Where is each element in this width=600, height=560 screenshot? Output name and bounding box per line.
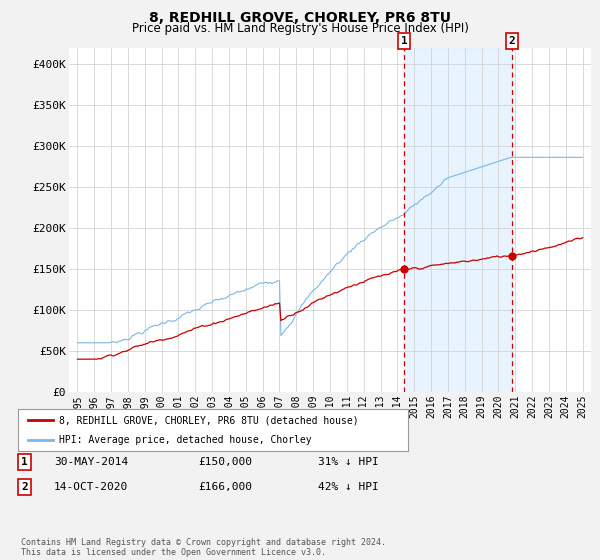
- Text: 8, REDHILL GROVE, CHORLEY, PR6 8TU (detached house): 8, REDHILL GROVE, CHORLEY, PR6 8TU (deta…: [59, 415, 359, 425]
- Text: 1: 1: [21, 457, 28, 467]
- Text: Contains HM Land Registry data © Crown copyright and database right 2024.
This d: Contains HM Land Registry data © Crown c…: [21, 538, 386, 557]
- Text: Price paid vs. HM Land Registry's House Price Index (HPI): Price paid vs. HM Land Registry's House …: [131, 22, 469, 35]
- Text: 42% ↓ HPI: 42% ↓ HPI: [318, 482, 379, 492]
- Text: 1: 1: [401, 36, 407, 46]
- Text: 2: 2: [508, 36, 515, 46]
- Text: 14-OCT-2020: 14-OCT-2020: [54, 482, 128, 492]
- Text: 2: 2: [21, 482, 28, 492]
- Text: £166,000: £166,000: [198, 482, 252, 492]
- Text: HPI: Average price, detached house, Chorley: HPI: Average price, detached house, Chor…: [59, 435, 311, 445]
- Bar: [404, 48, 512, 392]
- Text: 30-MAY-2014: 30-MAY-2014: [54, 457, 128, 467]
- Text: 31% ↓ HPI: 31% ↓ HPI: [318, 457, 379, 467]
- Text: £150,000: £150,000: [198, 457, 252, 467]
- Text: 8, REDHILL GROVE, CHORLEY, PR6 8TU: 8, REDHILL GROVE, CHORLEY, PR6 8TU: [149, 11, 451, 25]
